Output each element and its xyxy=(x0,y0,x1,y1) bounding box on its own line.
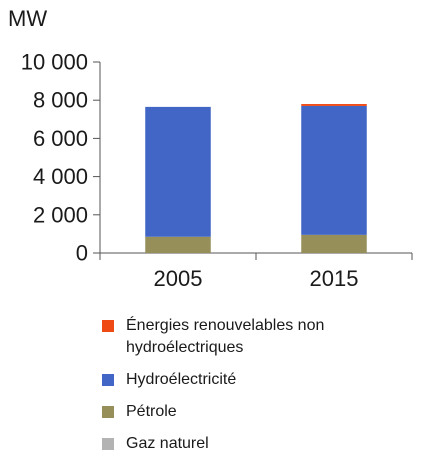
bar-segment-petrole xyxy=(301,234,367,253)
legend-label: Pétrole xyxy=(126,403,177,420)
legend-item: Gaz naturel xyxy=(102,433,422,455)
bar-segment-hydroelectricite xyxy=(145,106,211,237)
x-tick-label: 2005 xyxy=(154,266,203,291)
legend: Énergies renouvelables non hydroélectriq… xyxy=(102,315,422,455)
legend-item: Énergies renouvelables non hydroélectriq… xyxy=(102,315,422,359)
bars xyxy=(145,104,367,253)
y-tick-label: 10 000 xyxy=(21,50,88,75)
bar-segment-petrole xyxy=(145,236,211,253)
y-axis: 0 2 000 4 000 6 000 8 000 10 000 xyxy=(21,50,101,266)
x-tick-label: 2015 xyxy=(310,266,359,291)
legend-swatch xyxy=(102,320,114,332)
legend-label: Hydroélectricité xyxy=(126,371,237,388)
bar-segment-energies-renouvelables-non-hydroelectriques xyxy=(301,104,367,106)
y-tick-label: 8 000 xyxy=(33,88,88,113)
chart-plot: 0 2 000 4 000 6 000 8 000 10 000 2005 2015 xyxy=(21,50,413,291)
y-axis-unit-label: MW xyxy=(8,6,48,31)
y-tick-label: 0 xyxy=(76,241,88,266)
y-tick-label: 2 000 xyxy=(33,202,88,227)
legend-label: Gaz naturel xyxy=(126,435,209,452)
legend-swatch xyxy=(102,406,114,418)
legend-swatch xyxy=(102,374,114,386)
y-tick-label: 4 000 xyxy=(33,164,88,189)
y-tick-label: 6 000 xyxy=(33,126,88,151)
legend-swatch xyxy=(102,438,114,450)
bar-segment-hydroelectricite xyxy=(301,105,367,235)
legend-label: Énergies renouvelables non hydroélectriq… xyxy=(126,317,325,356)
legend-item: Pétrole xyxy=(102,401,422,423)
legend-item: Hydroélectricité xyxy=(102,369,422,391)
x-axis: 2005 2015 xyxy=(99,252,413,291)
